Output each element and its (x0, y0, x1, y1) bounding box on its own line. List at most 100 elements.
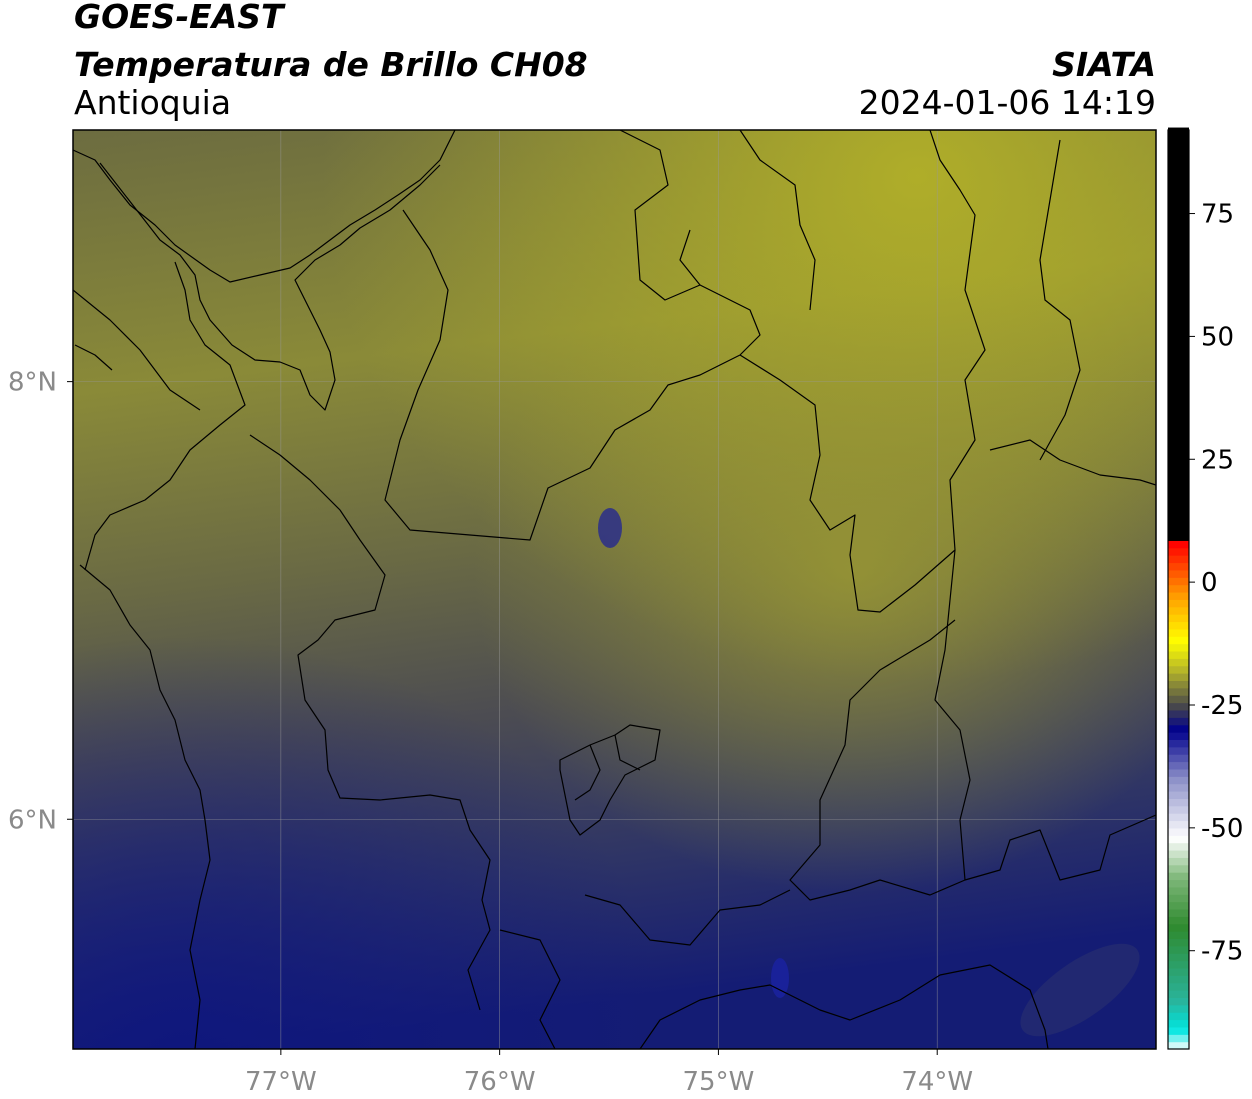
colorbar-segment (1168, 901, 1189, 910)
colorbar-segment (1168, 518, 1189, 527)
colorbar-segment (1168, 805, 1189, 814)
colorbar-segment (1168, 1026, 1189, 1035)
colorbar-tick-label: 75 (1201, 200, 1234, 230)
colorbar-segment (1168, 1004, 1189, 1013)
coastline-outer (73, 130, 456, 283)
colorbar-segment (1168, 916, 1189, 925)
colorbar-segment (1168, 208, 1189, 217)
lat-tick-label: 6°N (8, 805, 57, 835)
colorbar-ticks: 75 50 25 0 -25 -50 -75 (1189, 200, 1243, 967)
satellite-title: GOES-EAST (74, 0, 284, 36)
map-frame (72, 129, 1157, 1050)
product-title: Temperatura de Brillo CH08 (74, 45, 588, 84)
colorbar-segment (1168, 820, 1189, 829)
agency-label: SIATA (1052, 45, 1156, 84)
colorbar-segment (1168, 614, 1189, 623)
colorbar-segment (1168, 584, 1189, 593)
colorbar-segment (1168, 1041, 1189, 1050)
colorbar-segment (1168, 304, 1189, 313)
datetime-label: 2024-01-06 14:19 (858, 83, 1156, 122)
lon-tick-label: 77°W (245, 1067, 317, 1097)
colorbar-segment (1168, 599, 1189, 608)
colorbar-segment (1168, 179, 1189, 188)
colorbar-segment (1168, 525, 1189, 534)
lon-tick-label: 76°W (464, 1067, 536, 1097)
colorbar-segment (1168, 341, 1189, 350)
colorbar-segment (1168, 606, 1189, 615)
colorbar-segment (1168, 628, 1189, 637)
colorbar-segment (1168, 186, 1189, 195)
colorbar-segment (1168, 422, 1189, 431)
border-choco-antioquia (249, 434, 491, 1011)
colorbar-segment (1168, 134, 1189, 143)
border-bolivar-santander (739, 130, 986, 613)
border-municipal-2 (614, 734, 641, 771)
colorbar-segment (1168, 400, 1189, 409)
colorbar-segment (1168, 997, 1189, 1006)
region-subtitle: Antioquia (74, 83, 232, 122)
colorbar-segment (1168, 297, 1189, 306)
colorbar-tick-label: -50 (1201, 814, 1243, 844)
colorbar-segment (1168, 1034, 1189, 1043)
border-cesar (1039, 139, 1081, 461)
colorbar-segment (1168, 849, 1189, 858)
colorbar-segment (1168, 732, 1189, 740)
colorbar-segment (1168, 429, 1189, 438)
colorbar-segment (1168, 650, 1189, 659)
colorbar-segment (1168, 437, 1189, 446)
colorbar-segment (1168, 223, 1189, 232)
colorbar-segment (1168, 267, 1189, 276)
colorbar-segment (1168, 348, 1189, 357)
colorbar-segment (1168, 333, 1189, 342)
colorbar-segment (1168, 990, 1189, 998)
colorbar-segment (1168, 931, 1189, 940)
colorbar-segment (1168, 149, 1189, 158)
coastline-inner (99, 162, 441, 411)
border-municipal-3 (679, 229, 701, 286)
cold-spot-north (598, 508, 622, 548)
lat-tick-label: 8°N (8, 368, 57, 398)
colorbar-segment (1168, 127, 1189, 136)
colorbar-tick-label: 25 (1201, 445, 1234, 475)
colorbar-segment (1168, 702, 1189, 711)
colorbar-segment (1168, 621, 1189, 630)
colorbar-segment (1168, 216, 1189, 224)
colorbar-segment (1168, 768, 1189, 777)
colorbar-segment (1168, 761, 1189, 770)
map-panel (73, 130, 1156, 1049)
cold-region-sw (73, 130, 1156, 1049)
colorbar-segment (1168, 363, 1189, 372)
colorbar-segment (1168, 378, 1189, 387)
colorbar-segment (1168, 894, 1189, 903)
colorbar-segment (1168, 260, 1189, 269)
colorbar-segment (1168, 938, 1189, 947)
colorbar-segment (1168, 245, 1189, 254)
colorbar-segment (1168, 687, 1189, 696)
colorbar-segment (1168, 1012, 1189, 1021)
pacific-coast (79, 564, 211, 1049)
lon-tick-label: 74°W (901, 1067, 973, 1097)
colorbar-segment (1168, 474, 1189, 482)
boundaries (73, 130, 1156, 1049)
colorbar-segment (1168, 319, 1189, 328)
colorbar-segment (1168, 201, 1189, 210)
colorbar-segment (1168, 488, 1189, 497)
colorbar-segment (1168, 960, 1189, 969)
border-bolivar-antioquia (619, 130, 761, 356)
colorbar-segment (1168, 1019, 1189, 1028)
colorbar-segment (1168, 503, 1189, 512)
colorbar-segment (1168, 481, 1189, 490)
colorbar-segment (1168, 142, 1189, 151)
colorbar-segment (1168, 857, 1189, 866)
colorbar-segment (1168, 444, 1189, 453)
colorbar-segment (1168, 496, 1189, 505)
colorbar-segment (1168, 311, 1189, 320)
colorbar-segment (1168, 392, 1189, 401)
border-river-upper (74, 344, 113, 371)
colorbar-segment (1168, 695, 1189, 704)
border-santander-east (989, 439, 1156, 486)
colorbar-segment (1168, 562, 1189, 571)
lon-tick-label: 75°W (683, 1067, 755, 1097)
colorbar-segment (1168, 289, 1189, 298)
colorbar-segment (1168, 451, 1189, 460)
